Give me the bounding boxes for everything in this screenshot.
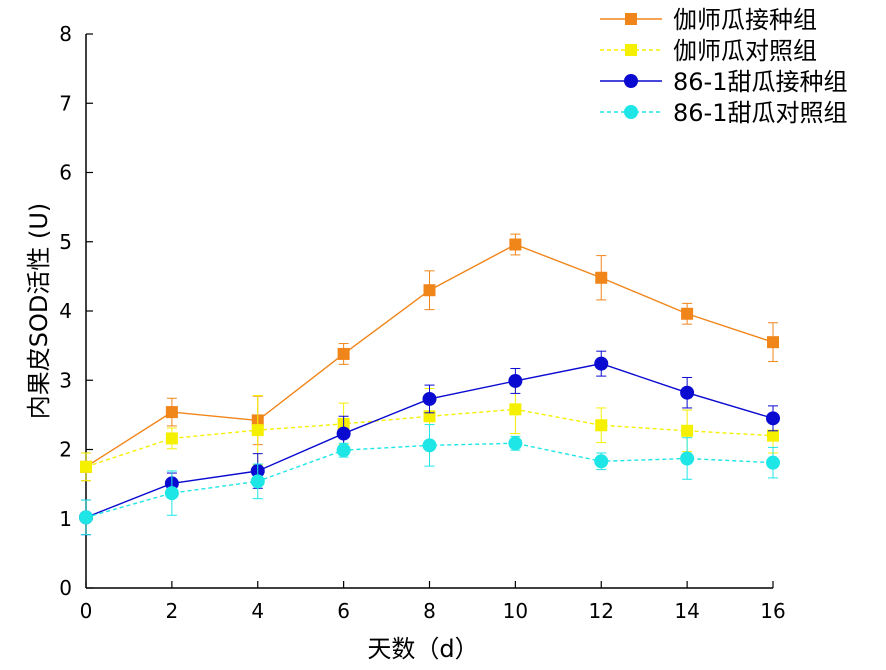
y-tick-label: 2 [59,438,72,462]
data-point [422,391,437,406]
axes [85,34,773,589]
y-tick-label: 0 [59,576,72,600]
data-point [165,432,178,445]
data-point [767,336,779,349]
data-point [595,271,608,284]
data-point [336,426,351,441]
legend-item-jiashi-control: 伽师瓜对照组 [600,37,817,65]
data-point [164,486,179,501]
legend-item-melon-86-1-inoculated: 86-1甜瓜接种组 [600,68,847,96]
x-tick-label: 2 [166,599,179,623]
legend-marker [624,74,638,88]
data-point [681,424,694,437]
x-tick-label: 4 [251,599,264,623]
data-point [680,451,695,466]
data-point [509,403,522,416]
x-tick-label: 0 [80,599,93,623]
data-point [681,307,694,320]
legend-label: 伽师瓜对照组 [673,37,817,65]
series-line [85,408,774,468]
data-point [80,460,92,473]
data-point [594,454,609,469]
y-tick-label: 8 [59,22,72,46]
data-point [165,406,178,419]
y-tick-label: 3 [59,368,72,392]
y-tick-label: 5 [59,230,72,254]
data-point [594,356,609,371]
series-layer [79,233,780,536]
data-point [251,424,264,437]
y-tick-label: 1 [59,507,72,531]
y-tick-label: 6 [59,161,72,185]
legend-item-melon-86-1-control: 86-1甜瓜对照组 [600,99,847,127]
x-tick-label: 8 [423,599,436,623]
x-ticks: 0 2 4 6 8 10 12 14 16 [80,581,786,623]
data-point [680,385,695,400]
y-ticks: 0 1 2 3 4 5 6 7 8 [59,22,93,600]
data-point [336,443,351,458]
data-point [766,455,780,470]
x-tick-label: 16 [760,599,785,623]
series-melon-86-1-control [79,424,780,536]
legend-label: 86-1甜瓜对照组 [673,99,847,127]
legend-marker [625,44,637,56]
legend-label: 伽师瓜接种组 [673,6,817,34]
legend-item-jiashi-inoculated: 伽师瓜接种组 [600,6,817,34]
x-axis-title: 天数（d） [367,635,478,663]
y-tick-label: 7 [59,91,72,115]
y-axis-title: 内果皮SOD活性 (U) [25,203,53,420]
data-point [595,419,608,432]
legend-label: 86-1甜瓜接种组 [673,68,847,96]
x-tick-label: 12 [589,599,614,623]
data-point [337,347,350,360]
data-point [422,438,437,453]
x-tick-label: 6 [337,599,350,623]
y-tick-label: 4 [59,299,72,323]
legend-marker [624,105,638,119]
data-point [767,429,779,442]
data-point [79,510,93,525]
data-point [766,411,780,426]
data-point [508,373,523,388]
x-tick-label: 14 [674,599,699,623]
data-point [423,284,436,297]
legend-marker [625,13,637,25]
data-point [509,238,522,251]
data-point [250,474,265,489]
data-point [508,436,523,451]
x-tick-label: 10 [503,599,528,623]
